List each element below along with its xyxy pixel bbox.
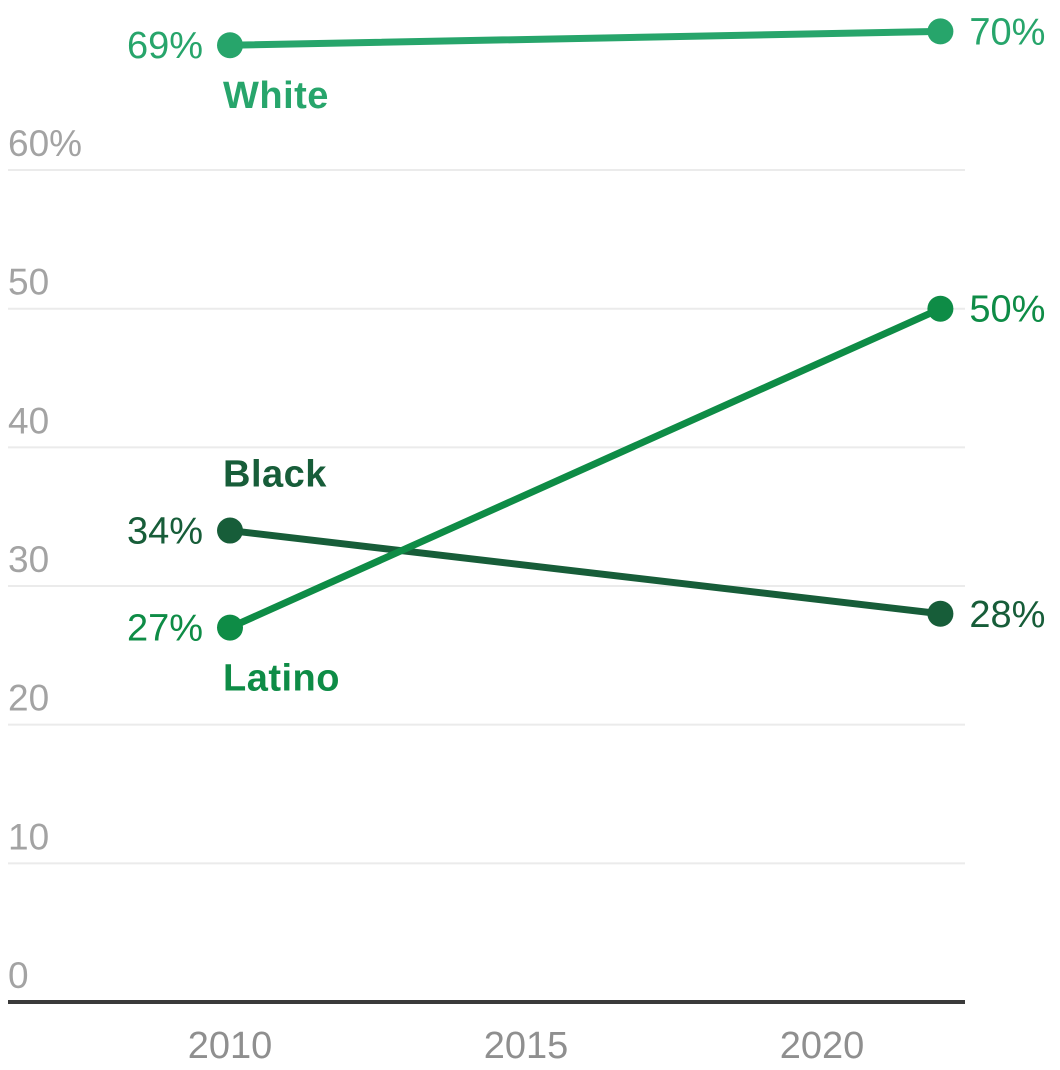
x-tick-label: 2015 <box>484 1025 569 1067</box>
y-tick-label: 40 <box>8 400 49 441</box>
point-value-label-start: 69% <box>127 25 203 67</box>
data-point-white <box>217 32 243 59</box>
point-value-label-start: 27% <box>127 608 203 650</box>
data-point-latino <box>927 295 954 322</box>
data-point-white <box>927 18 954 45</box>
series-label-black: Black <box>223 454 327 496</box>
series-label-latino: Latino <box>223 658 340 700</box>
y-tick-label: 0 <box>8 955 29 996</box>
data-point-black <box>927 600 954 627</box>
y-tick-label: 20 <box>8 678 49 719</box>
x-tick-label: 2010 <box>188 1025 273 1067</box>
series-line-black <box>226 527 944 618</box>
point-value-label-end: 70% <box>969 11 1045 53</box>
y-tick-label: 10 <box>8 816 49 857</box>
point-value-label-start: 34% <box>127 511 203 553</box>
y-tick-label: 60% <box>8 123 82 164</box>
point-value-label-end: 28% <box>969 594 1045 636</box>
data-point-black <box>217 517 243 544</box>
data-point-latino <box>217 614 243 641</box>
x-tick-label: 2020 <box>780 1025 865 1067</box>
series-label-white: White <box>223 75 329 117</box>
y-tick-label: 50 <box>8 262 49 303</box>
y-tick-label: 30 <box>8 539 49 580</box>
point-value-label-end: 50% <box>969 289 1045 331</box>
series-line-white <box>226 27 944 49</box>
series-line-latino <box>226 305 944 632</box>
